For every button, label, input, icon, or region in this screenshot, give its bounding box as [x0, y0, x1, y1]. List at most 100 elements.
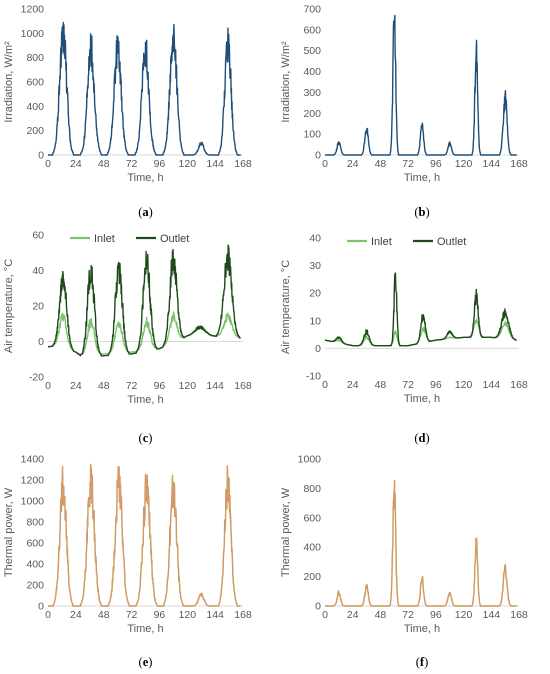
x-tick-label: 24: [70, 609, 82, 621]
x-tick-label: 144: [483, 158, 501, 170]
x-tick-label: 0: [322, 158, 328, 170]
x-tick-label: 0: [45, 609, 51, 621]
series-line-shadow: [325, 480, 517, 607]
series-line: [324, 479, 518, 607]
caption-paren: (: [414, 431, 418, 445]
y-tick-label: 1200: [21, 475, 45, 487]
y-tick-label: 30: [309, 260, 321, 272]
x-tick-label: 168: [510, 379, 528, 391]
x-axis-title: Time, h: [127, 623, 163, 635]
caption-paren: ): [148, 431, 152, 445]
caption-letter: f: [420, 655, 425, 669]
caption-paren: (: [414, 205, 418, 219]
x-tick-label: 48: [375, 379, 387, 391]
caption-paren: (: [138, 205, 142, 219]
y-tick-label: 400: [303, 542, 321, 554]
series-line-inlet: [47, 311, 242, 356]
y-tick-label: 300: [303, 87, 321, 99]
x-tick-label: 96: [154, 158, 166, 170]
caption-letter: c: [143, 431, 149, 445]
panel-caption: (d): [414, 431, 429, 445]
y-tick-label: 600: [26, 77, 44, 89]
x-tick-label: 168: [234, 158, 252, 170]
y-tick-label: 400: [26, 559, 44, 571]
y-tick-label: 500: [303, 45, 321, 57]
x-tick-label: 24: [70, 380, 82, 392]
y-tick-label: 200: [26, 580, 44, 592]
x-tick-label: 24: [70, 158, 82, 170]
series-line-shadow: [48, 464, 241, 607]
x-tick-label: 72: [402, 609, 414, 621]
y-tick-label: 600: [26, 538, 44, 550]
y-tick-label: 0: [38, 336, 44, 348]
caption-paren: (: [139, 431, 143, 445]
y-tick-label: 10: [309, 315, 321, 327]
x-tick-label: 72: [402, 158, 414, 170]
y-axis-title: Thermal power, W: [280, 487, 292, 577]
x-tick-label: 24: [347, 609, 359, 621]
x-tick-label: 144: [483, 609, 501, 621]
y-tick-label: 40: [309, 233, 321, 245]
series-line: [47, 21, 242, 156]
legend-label-outlet: Outlet: [437, 236, 466, 248]
x-tick-label: 72: [126, 158, 138, 170]
y-tick-label: 1000: [21, 496, 45, 508]
caption-paren: ): [424, 655, 428, 669]
x-tick-label: 48: [98, 380, 110, 392]
x-tick-label: 144: [206, 158, 224, 170]
x-tick-label: 48: [98, 158, 110, 170]
caption-letter: a: [142, 205, 149, 219]
y-tick-label: -20: [29, 372, 44, 384]
x-tick-label: 96: [154, 380, 166, 392]
y-tick-label: 40: [32, 265, 44, 277]
x-axis-title: Time, h: [127, 172, 163, 184]
y-tick-label: 60: [32, 230, 44, 242]
panel-caption: (f): [416, 655, 429, 669]
x-tick-label: 168: [234, 609, 252, 621]
y-tick-label: 0: [38, 150, 44, 162]
y-tick-label: 0: [315, 343, 321, 355]
panel-caption: (c): [139, 431, 153, 445]
caption-paren: ): [425, 431, 429, 445]
x-tick-label: 24: [347, 379, 359, 391]
y-tick-label: 0: [315, 601, 321, 613]
x-tick-label: 72: [126, 380, 138, 392]
x-axis-title: Time, h: [127, 394, 163, 406]
series-line: [47, 463, 242, 607]
chart-panel-e: 0 200 400 600 800 1000 1200 1400 0 24 48 72 96 120 144…: [3, 454, 252, 670]
y-tick-label: 200: [303, 108, 321, 120]
caption-paren: ): [425, 205, 429, 219]
x-tick-label: 120: [455, 158, 473, 170]
y-tick-label: 1200: [21, 4, 45, 16]
y-tick-label: 800: [26, 517, 44, 529]
y-tick-label: 400: [26, 101, 44, 113]
x-tick-label: 48: [98, 609, 110, 621]
x-tick-label: 96: [430, 158, 442, 170]
x-tick-label: 144: [483, 379, 501, 391]
x-tick-label: 48: [375, 158, 387, 170]
y-tick-label: 200: [26, 125, 44, 137]
x-tick-label: 72: [402, 379, 414, 391]
y-tick-label: 700: [303, 4, 321, 16]
y-axis-title: Irradiation, W/m²: [3, 41, 15, 123]
x-tick-label: 72: [126, 609, 138, 621]
y-axis-title: Thermal power, W: [3, 487, 15, 577]
x-tick-label: 144: [206, 380, 224, 392]
x-tick-label: 0: [45, 158, 51, 170]
x-tick-label: 120: [179, 609, 197, 621]
x-tick-label: 48: [375, 609, 387, 621]
panel-caption: (e): [139, 655, 153, 669]
y-tick-label: -10: [306, 371, 321, 383]
caption-letter: d: [419, 431, 426, 445]
y-axis-title: Irradiation, W/m²: [280, 41, 292, 123]
caption-letter: b: [419, 205, 426, 219]
panel-caption: (b): [414, 205, 429, 219]
y-tick-label: 600: [303, 24, 321, 36]
y-tick-label: 20: [32, 301, 44, 313]
legend-label-inlet: Inlet: [94, 233, 115, 245]
x-tick-label: 24: [347, 158, 359, 170]
chart-panel-f: 0 200 400 600 800 1000 0 24 48 72 96 120 144 168 Time,…: [280, 454, 528, 670]
x-tick-label: 120: [455, 609, 473, 621]
x-tick-label: 96: [430, 379, 442, 391]
